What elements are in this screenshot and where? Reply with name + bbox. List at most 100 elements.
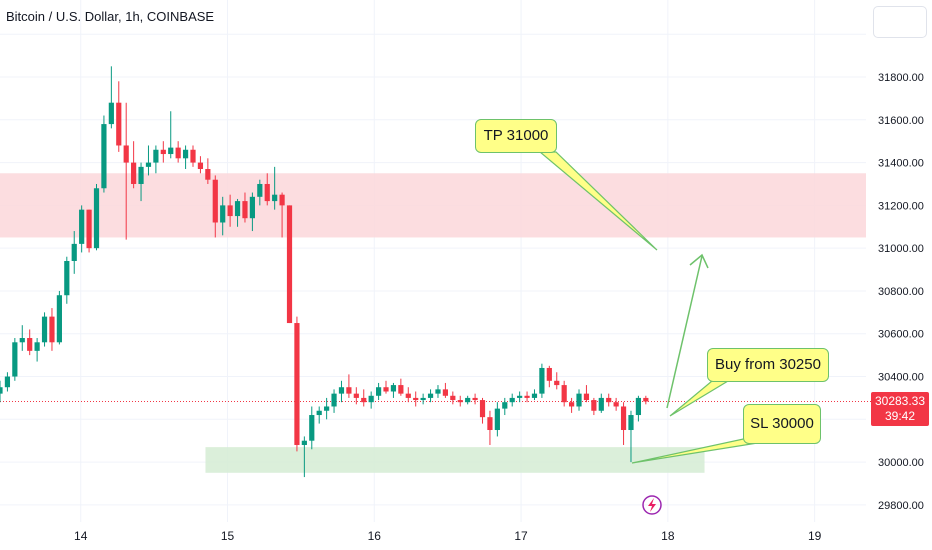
- candle: [34, 338, 40, 362]
- candle: [338, 380, 345, 403]
- sl-callout[interactable]: SL 30000: [743, 404, 821, 444]
- candle: [56, 290, 62, 345]
- candle-body: [435, 389, 441, 394]
- candle: [108, 66, 114, 129]
- candle-body: [331, 393, 337, 407]
- candle: [168, 111, 174, 159]
- candle-body: [613, 402, 619, 407]
- candle-body: [457, 400, 463, 403]
- candle: [272, 166, 278, 210]
- candle: [509, 393, 515, 407]
- y-tick-label: 30600.00: [878, 329, 924, 341]
- candle-body: [398, 385, 404, 394]
- candle-body: [123, 145, 129, 163]
- candle: [487, 410, 493, 445]
- candle-body: [346, 387, 352, 394]
- candle-body: [56, 295, 62, 343]
- y-tick-label: 31600.00: [878, 115, 924, 127]
- candle: [405, 387, 411, 403]
- candle-body: [182, 149, 189, 159]
- candle: [205, 158, 211, 184]
- candle-body: [212, 179, 218, 223]
- candle: [79, 205, 85, 253]
- y-tick-label: 30400.00: [878, 372, 924, 384]
- y-tick-label: 31800.00: [878, 72, 924, 84]
- candle-body: [197, 162, 204, 170]
- candle: [93, 183, 100, 251]
- candle: [49, 308, 55, 351]
- candle-body: [472, 397, 478, 401]
- candle: [413, 391, 419, 407]
- candle-body: [598, 397, 604, 411]
- current-price-value: 30283.33: [874, 394, 926, 408]
- candle: [561, 380, 567, 407]
- candle: [494, 402, 500, 437]
- candle: [546, 365, 552, 388]
- candle: [182, 145, 189, 170]
- candle-body: [442, 389, 448, 396]
- candle-body: [34, 342, 40, 351]
- candle: [12, 338, 18, 381]
- candle: [472, 393, 478, 405]
- candle-body: [628, 415, 634, 431]
- candle-body: [576, 393, 582, 407]
- candle-body: [316, 410, 322, 416]
- candle-body: [0, 387, 3, 394]
- buy-callout[interactable]: Buy from 30250: [707, 348, 829, 382]
- candle-body: [71, 243, 77, 261]
- x-tick-label: 16: [368, 529, 382, 543]
- candle: [324, 397, 330, 420]
- candle-body: [502, 402, 508, 409]
- candle: [442, 382, 448, 398]
- lightning-icon[interactable]: [642, 495, 662, 515]
- time-axis[interactable]: 14 15 16 17 18 19: [74, 529, 822, 543]
- candle-body: [635, 397, 642, 416]
- candle-body: [465, 397, 471, 403]
- price-axis[interactable]: 29800.0030000.0030200.0030400.0030600.00…: [878, 29, 924, 512]
- tp-callout[interactable]: TP 31000: [475, 119, 557, 153]
- candle-body: [257, 183, 263, 197]
- candle: [643, 395, 649, 405]
- x-tick-label: 18: [661, 529, 675, 543]
- candle: [568, 397, 575, 413]
- candle-body: [583, 393, 590, 401]
- candle-body: [249, 196, 255, 219]
- candle-body: [19, 338, 25, 343]
- candle: [101, 115, 107, 193]
- candle-body: [554, 380, 560, 386]
- candle: [598, 393, 604, 413]
- candle-body: [301, 440, 307, 445]
- candle: [145, 145, 152, 176]
- candle: [368, 391, 374, 409]
- candle-body: [175, 147, 181, 159]
- buy-pointer: [669, 380, 731, 417]
- candle: [427, 389, 434, 403]
- candle-body: [242, 201, 248, 219]
- candle-body: [427, 393, 434, 398]
- candle: [465, 395, 471, 405]
- candle: [190, 145, 196, 167]
- axis-settings-button[interactable]: [873, 6, 927, 38]
- candle-body: [591, 400, 597, 411]
- candle: [153, 145, 159, 174]
- candles: [0, 66, 649, 478]
- candle-body: [153, 149, 159, 163]
- candle-body: [383, 387, 389, 392]
- candle: [286, 205, 293, 324]
- candle: [175, 141, 181, 163]
- candle: [539, 363, 545, 398]
- candle: [361, 389, 367, 407]
- candle: [435, 385, 441, 398]
- candle-body: [479, 400, 486, 418]
- candle-body: [4, 376, 11, 388]
- candle: [353, 387, 359, 405]
- candle-body: [49, 316, 55, 343]
- candle-body: [86, 209, 92, 249]
- candle-body: [420, 397, 426, 401]
- candle: [197, 156, 204, 174]
- candle-body: [524, 395, 530, 398]
- candle-body: [138, 166, 144, 184]
- candle: [375, 382, 382, 401]
- candle-body: [494, 408, 500, 431]
- y-tick-label: 30800.00: [878, 286, 924, 298]
